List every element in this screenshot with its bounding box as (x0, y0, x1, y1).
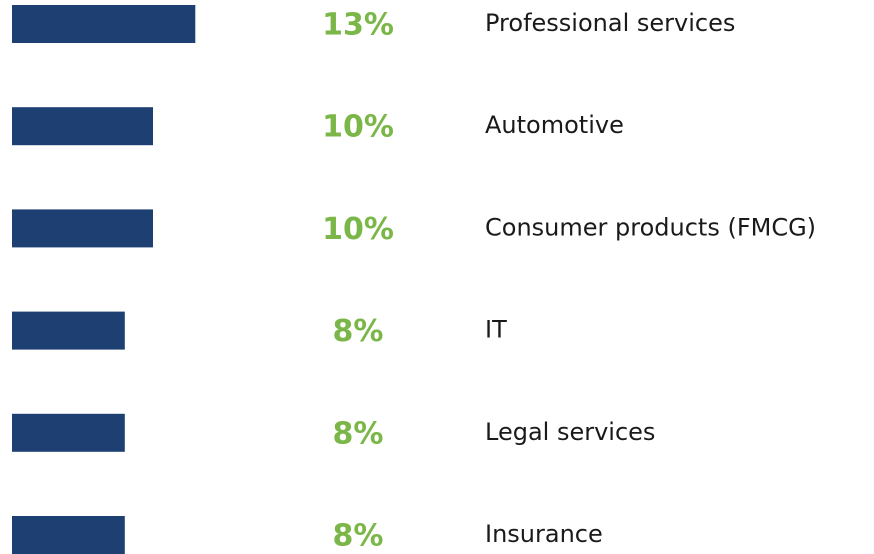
category-label: Legal services (485, 418, 655, 446)
value-label: 10% (322, 212, 394, 247)
category-label: Automotive (485, 111, 624, 139)
bar (12, 107, 153, 146)
category-label: IT (485, 316, 507, 344)
bar (12, 413, 125, 452)
value-label: 8% (333, 519, 384, 554)
value-label: 10% (322, 110, 394, 145)
bar (12, 209, 153, 248)
category-label: Consumer products (FMCG) (485, 213, 816, 241)
category-label: Professional services (485, 9, 735, 37)
bar (12, 5, 196, 43)
value-label: 8% (333, 416, 384, 451)
value-label: 13% (322, 8, 394, 43)
value-label: 8% (333, 314, 384, 349)
category-label: Insurance (485, 520, 603, 548)
bar (12, 516, 125, 554)
bar (12, 311, 125, 350)
